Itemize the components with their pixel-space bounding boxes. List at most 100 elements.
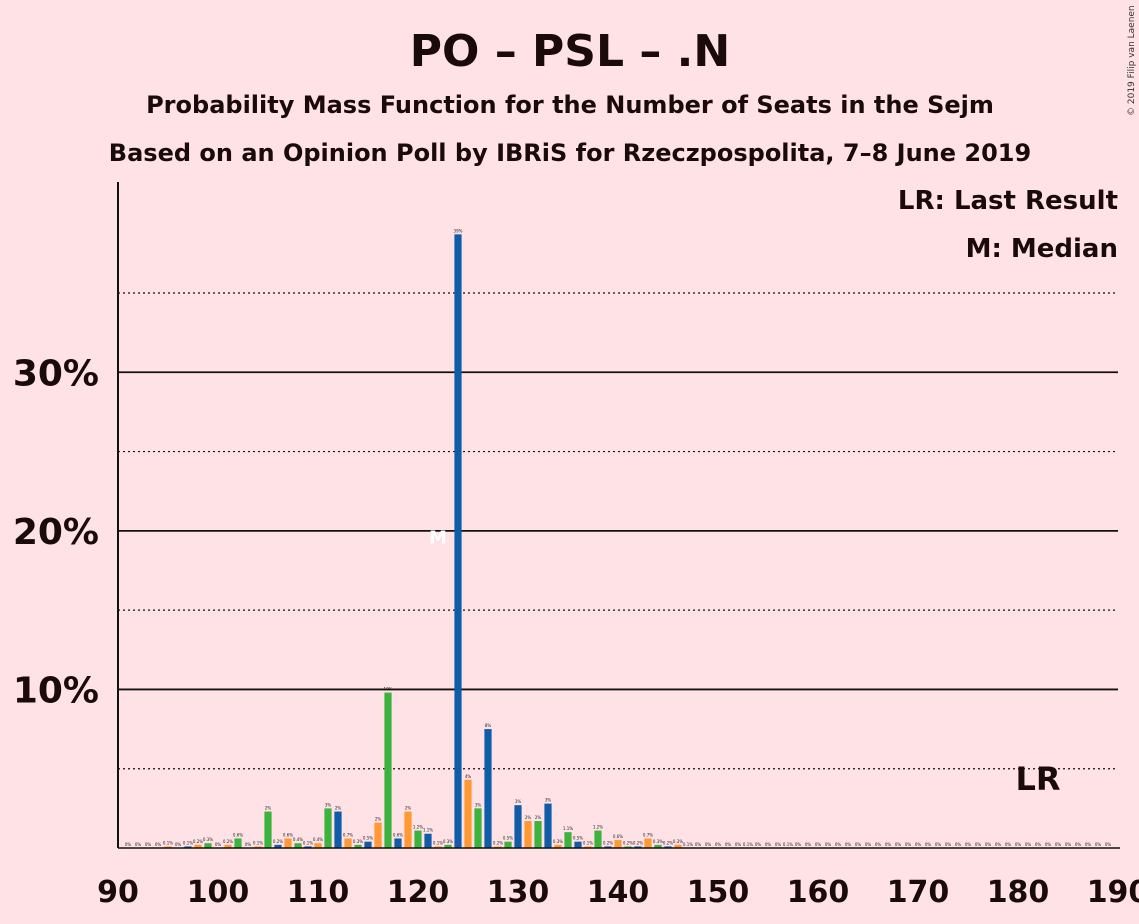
bar-value-label: 0.4%	[313, 837, 323, 842]
bar-value-label: 0%	[1085, 842, 1092, 847]
bar	[674, 844, 682, 848]
bar-value-label: 1.1%	[563, 826, 573, 831]
bar-value-label: 3%	[545, 798, 552, 803]
bar-value-label: 0.2%	[493, 840, 503, 845]
y-tick-label: 10%	[13, 670, 99, 711]
bar	[624, 846, 632, 848]
bar-value-label: 0%	[895, 842, 902, 847]
bar-value-label: 0%	[905, 842, 912, 847]
bar-value-label: 2%	[405, 806, 412, 811]
x-tick-label: 160	[787, 875, 850, 910]
bar-value-label: 0.1%	[743, 842, 753, 847]
bar-value-label: 0%	[885, 842, 892, 847]
bar-value-label: 0.1%	[163, 840, 173, 845]
bar-value-label: 0%	[835, 842, 842, 847]
bar	[224, 844, 232, 848]
bar	[394, 838, 402, 848]
bar	[644, 838, 652, 848]
x-tick-label: 100	[187, 875, 250, 910]
bar-value-label: 0.3%	[653, 839, 663, 844]
bar-value-label: 0%	[775, 842, 782, 847]
bar	[464, 779, 472, 848]
bar-value-label: 0%	[1045, 842, 1052, 847]
bar-value-label: 3%	[475, 802, 482, 807]
bar	[204, 843, 212, 848]
bar-value-label: 10%	[384, 687, 393, 692]
x-tick-label: 130	[487, 875, 550, 910]
bar-value-label: 0%	[975, 842, 982, 847]
bar-value-label: 0%	[1005, 842, 1012, 847]
bar-value-label: 0%	[135, 842, 142, 847]
bar-value-label: 0.2%	[663, 840, 673, 845]
bar	[454, 234, 462, 849]
bar	[604, 846, 612, 848]
bar-value-label: 0.6%	[283, 832, 293, 837]
bar-value-label: 0.7%	[343, 832, 353, 837]
bar	[634, 846, 642, 848]
bar	[274, 844, 282, 848]
bar	[164, 846, 172, 848]
bar	[404, 811, 412, 848]
bar-value-label: 1.2%	[413, 825, 423, 830]
bar-value-label: 0%	[985, 842, 992, 847]
bar-value-label: 0.5%	[503, 836, 513, 841]
bar	[504, 841, 512, 848]
bar	[314, 843, 322, 848]
median-marker: M	[429, 528, 447, 549]
bar-value-label: 0.2%	[603, 840, 613, 845]
bar	[344, 838, 352, 848]
bar-value-label: 0.7%	[643, 832, 653, 837]
bar	[264, 811, 272, 848]
bar	[284, 838, 292, 848]
bar-value-label: 0%	[965, 842, 972, 847]
x-tick-label: 170	[887, 875, 950, 910]
bar	[384, 692, 392, 848]
bar-value-label: 4%	[465, 774, 472, 779]
bar-value-label: 0.1%	[433, 840, 443, 845]
bar-value-label: 0.3%	[353, 839, 363, 844]
last-result-marker: LR	[1015, 760, 1060, 798]
bar	[254, 846, 262, 848]
bar	[324, 808, 332, 848]
bar-value-label: 0.6%	[613, 834, 623, 839]
bar	[414, 830, 422, 848]
bar	[524, 821, 532, 848]
bar-value-label: 0%	[1075, 842, 1082, 847]
bar-value-label: 0.5%	[363, 836, 373, 841]
bar-value-label: 0%	[715, 842, 722, 847]
bar	[444, 844, 452, 848]
bar-value-label: 0.6%	[393, 832, 403, 837]
x-tick-label: 190	[1087, 875, 1139, 910]
bar	[564, 832, 572, 848]
bar-value-label: 0%	[1035, 842, 1042, 847]
bar	[374, 822, 382, 848]
copyright-credit: © 2019 Filip van Laenen	[1127, 5, 1137, 116]
y-tick-labels: 10% 20% 30%	[13, 353, 99, 711]
bar-value-label: 2%	[535, 815, 542, 820]
bar	[234, 838, 242, 848]
bar-value-label: 0.1%	[183, 840, 193, 845]
bar-value-label: 3%	[325, 802, 332, 807]
bar-value-label: 2%	[525, 815, 532, 820]
bar	[664, 846, 672, 848]
bar	[184, 846, 192, 848]
bar-value-label: 0%	[855, 842, 862, 847]
bar-value-label: 0%	[815, 842, 822, 847]
bar	[574, 841, 582, 848]
x-tick-label: 180	[987, 875, 1050, 910]
y-tick-label: 20%	[13, 512, 99, 553]
bar-value-label: 0%	[145, 842, 152, 847]
bar-value-label: 39%	[454, 228, 463, 233]
bar-value-label: 0%	[705, 842, 712, 847]
bar-value-label: 0%	[925, 842, 932, 847]
bar-value-labels: 0% 0% 0% 0% 0.1% 0% 0.1% 0.2% 0.3%0%0.2%0.6%0% 0.…	[125, 228, 1112, 847]
bar-value-label: 0%	[755, 842, 762, 847]
bar-value-label: 0%	[865, 842, 872, 847]
x-tick-labels: 90 100 110 120 130 140 150 160 170 180 190	[97, 875, 1139, 910]
bar	[434, 846, 442, 848]
gridlines	[118, 292, 1118, 770]
bar-value-label: 0.1%	[783, 842, 793, 847]
x-tick-label: 120	[387, 875, 450, 910]
bar	[334, 811, 342, 848]
bar-value-label: 3%	[515, 799, 522, 804]
